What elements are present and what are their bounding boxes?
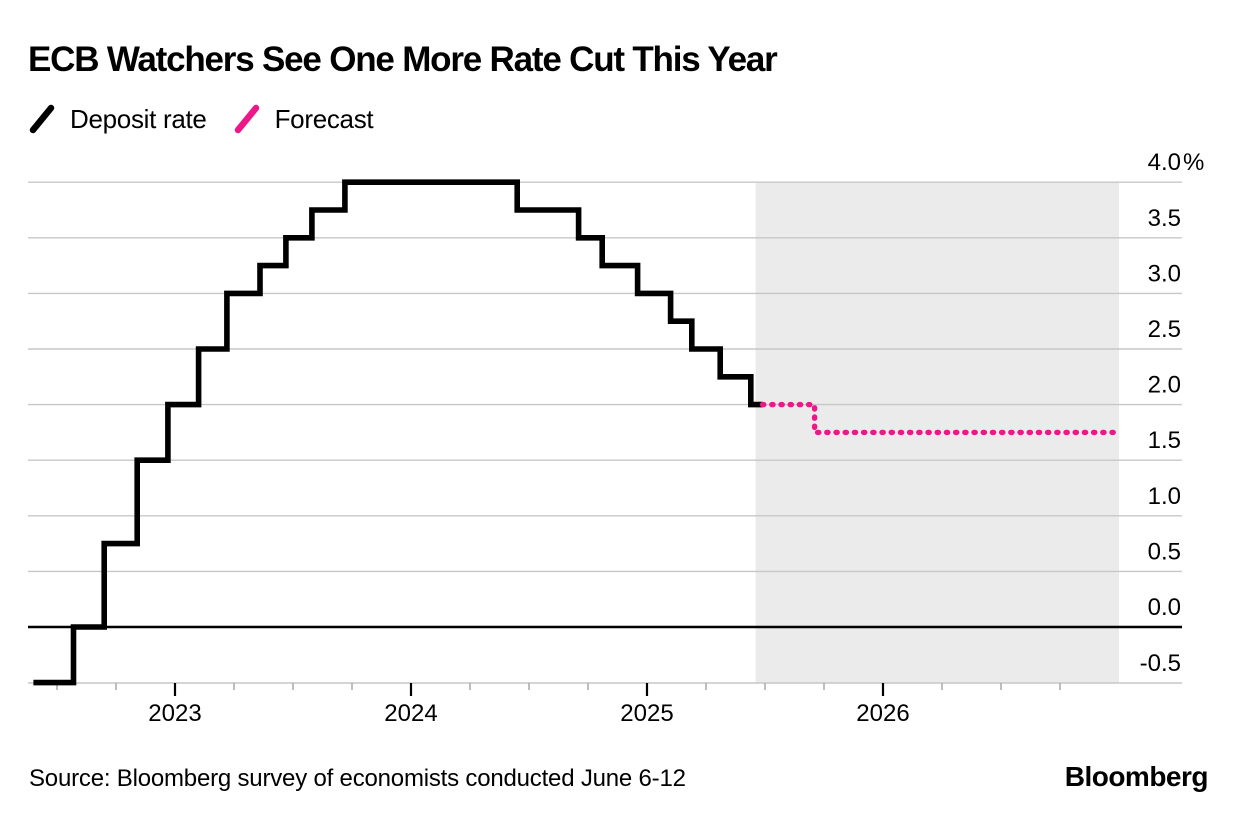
y-axis-label: 1.5 bbox=[1148, 427, 1181, 454]
legend-item-deposit-rate: Deposit rate bbox=[29, 103, 207, 135]
pink-slash-icon bbox=[234, 104, 259, 134]
x-axis-year-label: 2025 bbox=[620, 700, 673, 727]
y-axis-label: 3.5 bbox=[1148, 205, 1181, 232]
chart-canvas: 4.0 % 3.5 3.0 2.5 2.0 1.5 1.0 0.5 0.0 -0.5 2023 2024… bbox=[28, 149, 1204, 727]
y-axis-label: 0.0 bbox=[1148, 594, 1181, 621]
chart-footer: Source: Bloomberg survey of economists c… bbox=[29, 761, 1209, 793]
bloomberg-logo: Bloomberg bbox=[1064, 761, 1209, 792]
black-slash-icon bbox=[29, 104, 55, 134]
legend-label-forecast: Forecast bbox=[274, 103, 374, 134]
y-axis-label: 2.5 bbox=[1148, 316, 1181, 343]
y-axis-label: 3.0 bbox=[1148, 260, 1181, 287]
deposit-rate-line bbox=[33, 179, 763, 686]
y-axis-label: -0.5 bbox=[1140, 650, 1181, 677]
y-axis-label: 1.0 bbox=[1148, 483, 1181, 510]
legend-item-forecast: Forecast bbox=[234, 103, 374, 135]
chart-legend: Deposit rate Forecast bbox=[29, 103, 374, 135]
x-axis-year-label: 2023 bbox=[148, 700, 201, 727]
rate-step-chart: 4.0% 3.5 3.0 2.5 2.0 1.5 1.0 0.5 0.0 -0.5 2023 2024… bbox=[28, 149, 1204, 727]
x-axis-year-label: 2024 bbox=[384, 700, 437, 727]
legend-label-deposit-rate: Deposit rate bbox=[70, 103, 207, 134]
x-axis-year-label: 2026 bbox=[856, 700, 909, 727]
y-axis-label: 2.0 bbox=[1148, 372, 1181, 399]
y-axis-label: 4.0 bbox=[1148, 149, 1181, 176]
chart-title: ECB Watchers See One More Rate Cut This … bbox=[28, 40, 778, 79]
source-note: Source: Bloomberg survey of economists c… bbox=[29, 765, 686, 792]
y-axis-label: 0.5 bbox=[1148, 538, 1181, 565]
forecast-line bbox=[759, 401, 1117, 436]
y-axis-unit: % bbox=[1183, 149, 1204, 176]
